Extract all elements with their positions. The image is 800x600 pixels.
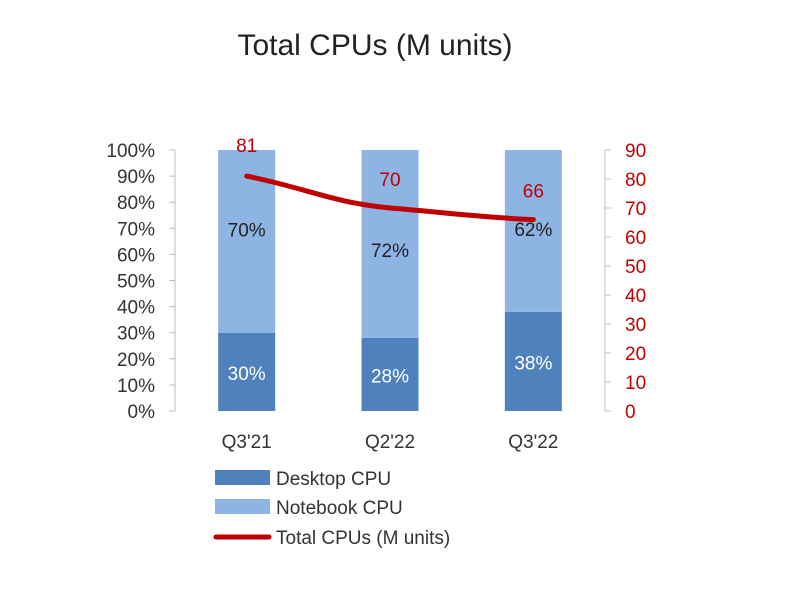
bars: 30% 70% 28% 72% 38% 62%: [218, 150, 562, 411]
right-axis-tick-label: 60: [625, 228, 646, 249]
notebook-bar-label: 62%: [514, 220, 552, 241]
left-axis-tick-label: 50%: [117, 272, 155, 293]
right-axis-tick-label: 20: [625, 344, 646, 365]
total-data-label: 81: [236, 136, 257, 157]
right-axis-tick-label: 80: [625, 170, 646, 191]
left-axis-tick-label: 60%: [117, 245, 155, 266]
left-axis-tick-label: 20%: [117, 350, 155, 371]
right-axis-tick-label: 0: [625, 402, 636, 423]
legend-swatch: [215, 470, 270, 485]
chart-title: Total CPUs (M units): [237, 29, 512, 62]
left-axis-tick-label: 30%: [117, 324, 155, 345]
right-axis-tick-label: 50: [625, 257, 646, 278]
left-axis-tick-label: 0%: [128, 402, 156, 423]
category-label: Q3'22: [508, 432, 558, 453]
desktop-bar-label: 28%: [371, 366, 409, 387]
right-axis-tick-label: 40: [625, 286, 646, 307]
notebook-bar-label: 72%: [371, 241, 409, 262]
total-series-line: [244, 173, 536, 223]
legend-label: Notebook CPU: [276, 498, 403, 519]
right-axis-tick-label: 90: [625, 141, 646, 162]
category-label: Q2'22: [365, 432, 415, 453]
legend-label: Total CPUs (M units): [276, 528, 450, 549]
left-axis: 0% 10% 20% 30% 40% 50% 60% 70% 80% 90% 100%: [106, 141, 176, 423]
notebook-bar: [504, 150, 562, 312]
right-axis: 0 10 20 30 40 50 60 70 80 90: [604, 141, 646, 423]
legend-swatch: [215, 499, 270, 514]
desktop-bar-label: 30%: [228, 364, 266, 385]
desktop-bar-label: 38%: [514, 353, 552, 374]
left-axis-tick-label: 90%: [117, 167, 155, 188]
left-axis-tick-label: 100%: [106, 141, 155, 162]
category-label: Q3'21: [222, 432, 272, 453]
desktop-bar: [218, 332, 276, 411]
legend-label: Desktop CPU: [276, 469, 391, 490]
desktop-bar: [361, 337, 419, 411]
left-axis-tick-label: 80%: [117, 193, 155, 214]
legend: Desktop CPU Notebook CPU Total CPUs (M uni…: [213, 469, 450, 549]
total-data-label: 66: [523, 182, 544, 203]
left-axis-tick-label: 10%: [117, 376, 155, 397]
desktop-bar: [504, 311, 562, 411]
left-axis-tick-label: 70%: [117, 219, 155, 240]
category-labels: Q3'21 Q2'22 Q3'22: [222, 432, 559, 453]
right-axis-tick-label: 70: [625, 199, 646, 220]
left-axis-tick-label: 40%: [117, 298, 155, 319]
right-axis-tick-label: 10: [625, 373, 646, 394]
total-data-label: 70: [379, 170, 400, 191]
total-line: 81 70 66: [236, 136, 544, 223]
notebook-bar-label: 70%: [228, 220, 266, 241]
right-axis-tick-label: 30: [625, 315, 646, 336]
notebook-bar: [361, 150, 419, 338]
